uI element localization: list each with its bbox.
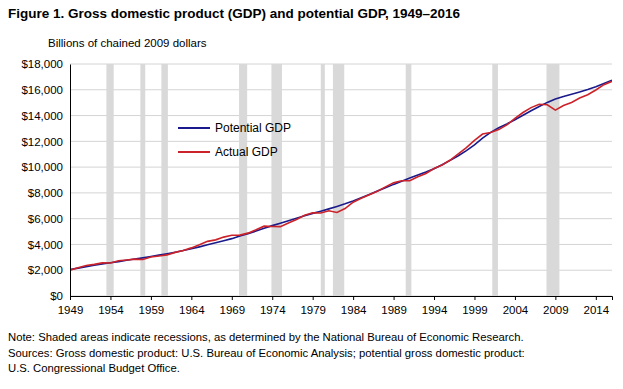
tick-label: $14,000	[21, 110, 63, 122]
legend-swatch	[178, 127, 210, 129]
tick-mark	[434, 296, 435, 300]
tick: 1999	[462, 296, 488, 316]
tick-mark	[394, 296, 395, 300]
y-axis: $0 $2,000 $4,000 $6,000 $8,000 $10,000 $12,000…	[21, 58, 70, 302]
tick: 1974	[260, 296, 286, 316]
note: Note: Shaded areas indicate recessions, …	[8, 331, 524, 343]
legend-label: Potential GDP	[215, 121, 291, 135]
tick: $2,000	[28, 264, 70, 276]
tick: $16,000	[21, 84, 70, 96]
chart-container: Figure 1. Gross domestic product (GDP) a…	[0, 0, 623, 389]
tick-label: $8,000	[28, 187, 63, 199]
axis-line	[71, 297, 613, 301]
tick: 2014	[584, 296, 610, 316]
tick: $8,000	[28, 187, 70, 199]
tick-label: $10,000	[21, 161, 63, 173]
tick-label: 2014	[584, 304, 610, 316]
tick: $4,000	[28, 239, 70, 251]
tick-mark	[555, 296, 556, 300]
tick-label: $0	[50, 290, 63, 302]
tick-mark	[70, 296, 71, 300]
tick-label: 1984	[341, 304, 367, 316]
tick-mark	[313, 296, 314, 300]
tick-label: $12,000	[21, 136, 63, 148]
tick-mark	[515, 296, 516, 300]
tick-label: 2004	[503, 304, 529, 316]
tick: 1969	[219, 296, 245, 316]
tick-mark	[272, 296, 273, 300]
recession-band	[239, 64, 247, 296]
tick-label: 1994	[422, 304, 448, 316]
note: U.S. Congressional Budget Office.	[8, 362, 180, 374]
notes: Note: Shaded areas indicate recessions, …	[8, 331, 525, 374]
tick-label: 1974	[260, 304, 286, 316]
y-axis-title: Billions of chained 2009 dollars	[48, 37, 207, 49]
tick: 2004	[503, 296, 529, 316]
legend: Potential GDP Actual GDP	[178, 121, 291, 159]
tick-mark	[110, 296, 111, 300]
series-line	[70, 80, 612, 269]
recession-band	[161, 64, 167, 296]
tick-mark	[191, 296, 192, 300]
recession-band	[321, 64, 325, 296]
tick: $6,000	[28, 213, 70, 225]
tick-mark	[232, 296, 233, 300]
tick-label: 2009	[543, 304, 569, 316]
tick: 2009	[543, 296, 569, 316]
tick: $12,000	[21, 136, 70, 148]
grid	[70, 64, 612, 296]
tick-label: $16,000	[21, 84, 63, 96]
series-line	[70, 81, 612, 270]
tick-label: 1979	[300, 304, 326, 316]
tick-label: $6,000	[28, 213, 63, 225]
tick: $14,000	[21, 110, 70, 122]
tick-label: $2,000	[28, 264, 63, 276]
x-axis: 1949 1954 1959 1964 1969 1974 1979 1984 1989 1994…	[58, 296, 613, 316]
tick-mark	[596, 296, 597, 300]
tick: 1984	[341, 296, 367, 316]
axis-line	[70, 65, 71, 297]
tick: 1964	[179, 296, 205, 316]
recession-band	[140, 64, 145, 296]
tick-label: 1989	[381, 304, 407, 316]
tick: 1989	[381, 296, 407, 316]
tick: 1979	[300, 296, 326, 316]
tick: $0	[50, 290, 70, 302]
tick: 1954	[98, 296, 124, 316]
tick-mark	[474, 296, 475, 300]
tick: 1959	[139, 296, 165, 316]
tick-label: $4,000	[28, 239, 63, 251]
recession-band	[271, 64, 282, 296]
plot-area	[70, 64, 612, 296]
chart: Figure 1. Gross domestic product (GDP) a…	[0, 0, 623, 389]
tick-label: 1959	[139, 304, 165, 316]
legend-label: Actual GDP	[215, 145, 278, 159]
note: Sources: Gross domestic product: U.S. Bu…	[8, 347, 525, 359]
tick: 1994	[422, 296, 448, 316]
tick-mark	[151, 296, 152, 300]
title: Figure 1. Gross domestic product (GDP) a…	[8, 6, 461, 21]
recession-band	[492, 64, 498, 296]
tick-label: $18,000	[21, 58, 63, 70]
recession-band	[106, 64, 113, 296]
tick: 1949	[58, 296, 84, 316]
tick-label: 1969	[219, 304, 245, 316]
tick: $10,000	[21, 161, 70, 173]
tick: $18,000	[21, 58, 70, 70]
tick-label: 1999	[462, 304, 488, 316]
tick-label: 1949	[58, 304, 84, 316]
tick-label: 1954	[98, 304, 124, 316]
legend-swatch	[178, 151, 210, 153]
tick-label: 1964	[179, 304, 205, 316]
recession-band	[333, 64, 344, 296]
tick-mark	[353, 296, 354, 300]
